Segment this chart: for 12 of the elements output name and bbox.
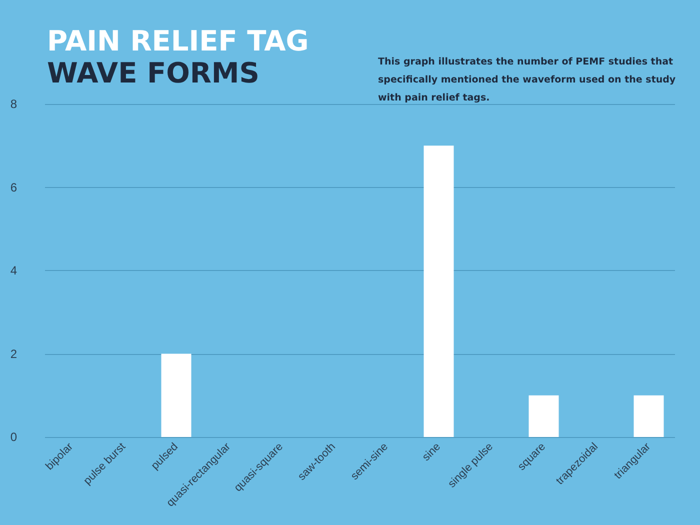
bar [528, 395, 559, 437]
chart-title: PAIN RELIEF TAG WAVE FORMS [47, 24, 309, 90]
text: This graph illustrates the number of PEMF studies that specifically mentioned the waveform used on the study with pain relief tags. [378, 56, 679, 104]
y-tick-label: 0 [10, 430, 18, 444]
bar [161, 354, 192, 437]
bar [634, 395, 664, 437]
x-tick-label: sine [420, 440, 443, 464]
bar [424, 146, 454, 437]
y-tick-label: 2 [10, 346, 18, 361]
y-tick-label: 6 [10, 180, 18, 194]
y-tick-label: 4 [10, 264, 18, 278]
y-tick-label: 8 [10, 97, 18, 111]
